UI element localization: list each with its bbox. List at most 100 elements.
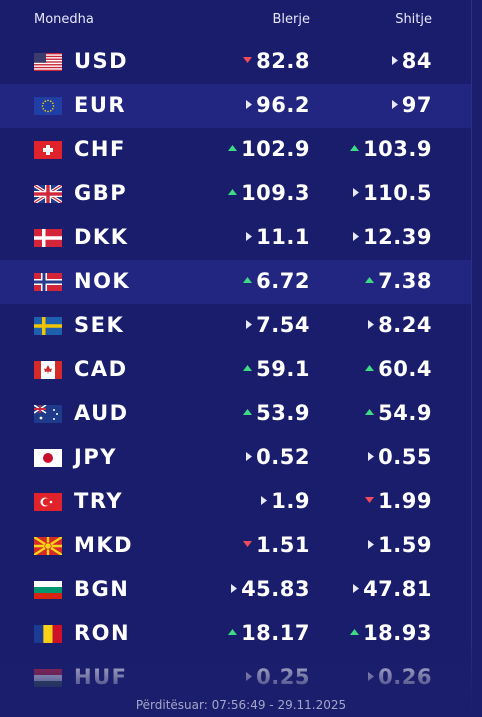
currency-row: EUR 96.2 97	[0, 84, 471, 128]
header-currency: Monedha	[34, 12, 94, 27]
buy-rate: 1.9	[271, 489, 310, 513]
buy-cell: 11.1	[246, 225, 310, 249]
trend-arrow	[228, 145, 238, 151]
buy-rate: 102.9	[241, 137, 310, 161]
currency-code: JPY	[74, 445, 117, 469]
buy-rate: 45.83	[241, 577, 310, 601]
sell-rate: 1.99	[378, 489, 432, 513]
buy-cell: 102.9	[228, 137, 310, 161]
flag-icon	[34, 669, 62, 687]
buy-rate: 18.17	[241, 621, 310, 645]
buy-rate: 11.1	[256, 225, 310, 249]
trend-arrow	[246, 451, 253, 461]
trend-arrow	[365, 409, 375, 415]
flag-icon	[34, 317, 62, 335]
sell-cell: 60.4	[365, 357, 432, 381]
sell-rate: 103.9	[363, 137, 432, 161]
sell-cell: 97	[391, 93, 432, 117]
trend-arrow	[368, 539, 375, 549]
buy-cell: 18.17	[228, 621, 310, 645]
trend-arrow	[246, 99, 253, 109]
sell-cell: 0.55	[368, 445, 432, 469]
buy-cell: 45.83	[231, 577, 310, 601]
buy-cell: 109.3	[228, 181, 310, 205]
currency-row: BGN 45.83 47.81	[0, 568, 471, 612]
trend-arrow	[228, 189, 238, 195]
flag-icon	[34, 273, 62, 291]
sell-cell: 8.24	[368, 313, 432, 337]
buy-rate: 0.25	[256, 665, 310, 689]
buy-cell: 0.52	[246, 445, 310, 469]
buy-rate: 7.54	[256, 313, 310, 337]
currency-row: TRY 1.9 1.99	[0, 480, 471, 524]
sell-rate: 0.55	[378, 445, 432, 469]
currency-row: USD 82.8 84	[0, 40, 471, 84]
sell-rate: 47.81	[363, 577, 432, 601]
currency-row: JPY 0.52 0.55	[0, 436, 471, 480]
buy-rate: 1.51	[256, 533, 310, 557]
buy-cell: 96.2	[246, 93, 310, 117]
trend-arrow	[243, 541, 253, 547]
trend-arrow	[243, 57, 253, 63]
sell-cell: 47.81	[353, 577, 432, 601]
currency-code: CHF	[74, 137, 126, 161]
trend-arrow	[391, 99, 398, 109]
sell-rate: 12.39	[363, 225, 432, 249]
flag-icon	[34, 581, 62, 599]
currency-code: AUD	[74, 401, 129, 425]
sell-cell: 110.5	[353, 181, 432, 205]
currency-row: AUD 53.9 54.9	[0, 392, 471, 436]
flag-icon	[34, 185, 62, 203]
rates-panel: Monedha Blerje Shitje USD 82.8 84 EUR 96.2 97…	[0, 0, 472, 717]
buy-rate: 82.8	[256, 49, 310, 73]
flag-icon	[34, 53, 62, 71]
buy-rate: 109.3	[241, 181, 310, 205]
sell-rate: 84	[401, 49, 432, 73]
currency-code: DKK	[74, 225, 129, 249]
buy-cell: 6.72	[243, 269, 310, 293]
flag-icon	[34, 405, 62, 423]
header-sell: Shitje	[395, 12, 432, 27]
trend-arrow	[231, 583, 238, 593]
sell-rate: 8.24	[378, 313, 432, 337]
buy-cell: 59.1	[243, 357, 310, 381]
buy-cell: 0.25	[246, 665, 310, 689]
currency-row: GBP 109.3 110.5	[0, 172, 471, 216]
sell-cell: 18.93	[350, 621, 432, 645]
currency-row: NOK 6.72 7.38	[0, 260, 471, 304]
trend-arrow	[353, 583, 360, 593]
buy-rate: 53.9	[256, 401, 310, 425]
flag-icon	[34, 537, 62, 555]
buy-cell: 7.54	[246, 313, 310, 337]
trend-arrow	[365, 277, 375, 283]
currency-row: CHF 102.9 103.9	[0, 128, 471, 172]
sell-cell: 54.9	[365, 401, 432, 425]
buy-cell: 1.9	[261, 489, 310, 513]
sell-cell: 7.38	[365, 269, 432, 293]
trend-arrow	[261, 495, 268, 505]
sell-cell: 84	[391, 49, 432, 73]
currency-row: DKK 11.1 12.39	[0, 216, 471, 260]
flag-icon	[34, 493, 62, 511]
currency-row: MKD 1.51 1.59	[0, 524, 471, 568]
buy-rate: 0.52	[256, 445, 310, 469]
trend-arrow	[365, 365, 375, 371]
buy-rate: 6.72	[256, 269, 310, 293]
trend-arrow	[246, 319, 253, 329]
buy-cell: 1.51	[243, 533, 310, 557]
currency-code: SEK	[74, 313, 125, 337]
currency-code: BGN	[74, 577, 130, 601]
sell-rate: 110.5	[363, 181, 432, 205]
currency-code: NOK	[74, 269, 131, 293]
trend-arrow	[243, 365, 253, 371]
trend-arrow	[350, 629, 360, 635]
sell-rate: 7.38	[378, 269, 432, 293]
currency-code: USD	[74, 49, 129, 73]
trend-arrow	[243, 277, 253, 283]
sell-rate: 54.9	[378, 401, 432, 425]
trend-arrow	[246, 671, 253, 681]
flag-icon	[34, 229, 62, 247]
currency-row: SEK 7.54 8.24	[0, 304, 471, 348]
trend-arrow	[353, 187, 360, 197]
updated-time: Përditësuar: 07:56:49 - 29.11.2025	[135, 698, 347, 712]
